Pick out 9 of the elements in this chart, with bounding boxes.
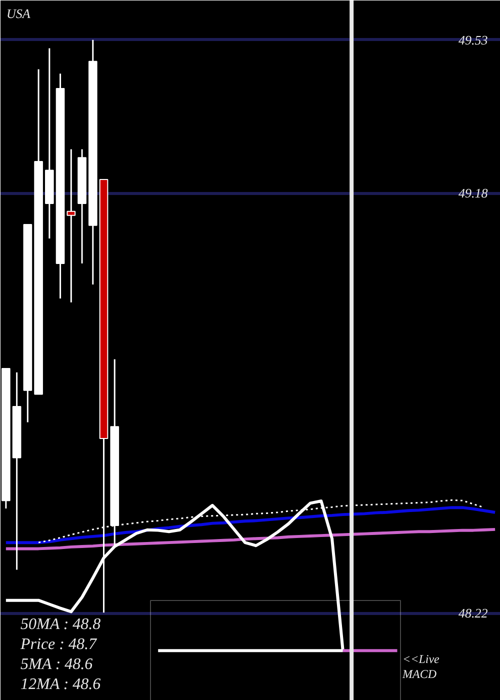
annotation: Price : 48.7 — [20, 636, 98, 653]
annotation: 50MA : 48.8 — [20, 616, 101, 633]
text: USA — [6, 6, 30, 21]
annotation: 12MA : 48.6 — [20, 676, 101, 693]
y-tick-label: 48.22 — [458, 606, 488, 620]
y-tick-label: 49.53 — [458, 32, 488, 48]
y-tick-label: 49.18 — [458, 186, 488, 200]
annotation: 5MA : 48.6 — [20, 656, 93, 673]
annotation: <<Live MACD — [402, 652, 440, 682]
